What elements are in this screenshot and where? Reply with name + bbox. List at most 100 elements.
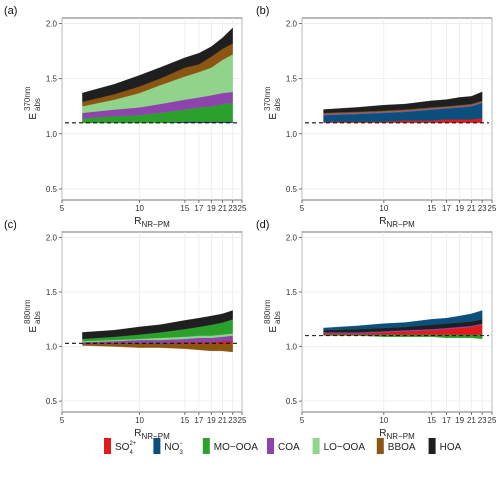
- legend-label: LO−OOA: [324, 442, 366, 453]
- panel-c: 5 10 15 17 19 21 23 25 0.5 1.0 1.5 2.0 RNR−PM E 880nm a…: [4, 219, 247, 441]
- area-no3: [323, 310, 483, 331]
- area-hoa: [323, 91, 483, 114]
- svg-text:880nm: 880nm: [23, 299, 32, 324]
- x-tick-label: 17: [442, 204, 451, 213]
- x-tick-label: 15: [427, 416, 436, 425]
- svg-text:abs: abs: [33, 98, 42, 111]
- x-tick-label: 10: [379, 416, 388, 425]
- y-axis-label: E 370nm abs: [263, 86, 282, 119]
- y-tick-label: 1.0: [286, 130, 298, 139]
- legend-swatch: [202, 438, 210, 454]
- x-tick-label: 15: [180, 416, 189, 425]
- x-tick-label: 23: [478, 204, 487, 213]
- y-tick-label: 2.0: [286, 233, 298, 242]
- x-tick-label: 15: [180, 204, 189, 213]
- y-tick-label: 2.0: [46, 20, 58, 29]
- y-axis-label: E 880nm abs: [23, 299, 42, 332]
- x-tick-label: 17: [194, 204, 203, 213]
- y-axis-label: E 370nm abs: [23, 86, 42, 119]
- panel-a: 5 10 15 17 19 21 23 25 0.5 1.0 1.5 2.0 RNR−PM E 370nm a…: [4, 5, 247, 229]
- panel-label: (a): [4, 5, 17, 17]
- x-tick-label: 15: [427, 204, 436, 213]
- x-tick-label: 10: [379, 204, 388, 213]
- x-tick-label: 5: [300, 416, 305, 425]
- x-tick-label: 23: [228, 204, 237, 213]
- panel-d: 5 10 15 17 19 21 23 25 0.5 1.0 1.5 2.0 RNR−PM E 880nm a…: [256, 219, 497, 441]
- x-axis-label: RNR−PM: [379, 216, 415, 229]
- x-tick-label: 19: [455, 204, 464, 213]
- svg-text:370nm: 370nm: [263, 86, 272, 111]
- y-tick-label: 2.0: [46, 233, 58, 242]
- y-tick-label: 2.0: [286, 20, 298, 29]
- x-tick-label: 5: [60, 204, 65, 213]
- y-tick-label: 1.5: [46, 75, 58, 84]
- legend-label: SO2+ 4: [115, 441, 137, 456]
- x-axis-label: RNR−PM: [134, 428, 170, 441]
- area-hoa: [82, 310, 233, 340]
- x-tick-label: 5: [300, 204, 305, 213]
- y-tick-label: 1.5: [286, 288, 298, 297]
- y-tick-label: 0.5: [46, 185, 58, 194]
- y-tick-label: 0.5: [286, 185, 298, 194]
- y-tick-label: 1.5: [46, 288, 58, 297]
- legend-label: HOA: [440, 442, 462, 453]
- panel-label: (d): [256, 219, 269, 231]
- svg-text:E: E: [28, 326, 39, 333]
- y-tick-label: 1.0: [286, 343, 298, 352]
- legend-swatch: [104, 438, 111, 454]
- legend: SO2+ 4 NO− 3 MO−OOA COA LO−OOA BBOA HOA: [104, 438, 462, 456]
- legend-item-so4: SO2+ 4: [104, 438, 137, 456]
- legend-swatch: [312, 438, 320, 454]
- svg-text:abs: abs: [273, 98, 282, 111]
- y-tick-label: 0.5: [46, 397, 58, 406]
- y-tick-label: 1.0: [46, 343, 58, 352]
- legend-label: COA: [278, 442, 300, 453]
- legend-item-mo: MO−OOA: [202, 438, 259, 454]
- legend-swatch: [428, 438, 436, 454]
- x-axis-label: RNR−PM: [379, 428, 415, 441]
- y-tick-label: 0.5: [286, 397, 298, 406]
- x-tick-label: 21: [218, 204, 227, 213]
- x-tick-label: 19: [207, 416, 216, 425]
- svg-text:abs: abs: [273, 311, 282, 324]
- x-tick-label: 25: [488, 204, 497, 213]
- legend-label: BBOA: [388, 442, 416, 453]
- x-tick-label: 23: [478, 416, 487, 425]
- svg-text:E: E: [268, 113, 279, 120]
- panel-b: 5 10 15 17 19 21 23 25 0.5 1.0 1.5 2.0 RNR−PM E 370nm a…: [256, 5, 497, 229]
- x-tick-label: 23: [228, 416, 237, 425]
- legend-label: MO−OOA: [214, 442, 259, 453]
- legend-item-bboa: BBOA: [376, 438, 416, 454]
- x-tick-label: 21: [218, 416, 227, 425]
- x-tick-label: 5: [60, 416, 65, 425]
- x-tick-label: 10: [135, 204, 144, 213]
- legend-swatch: [153, 438, 161, 454]
- y-tick-label: 1.5: [286, 75, 298, 84]
- x-tick-label: 17: [442, 416, 451, 425]
- legend-swatch: [376, 438, 384, 454]
- x-tick-label: 25: [238, 204, 247, 213]
- x-tick-label: 10: [135, 416, 144, 425]
- x-tick-label: 19: [455, 416, 464, 425]
- svg-text:abs: abs: [33, 311, 42, 324]
- legend-item-hoa: HOA: [428, 438, 462, 454]
- x-tick-label: 21: [467, 204, 476, 213]
- svg-text:E: E: [28, 113, 39, 120]
- svg-text:370nm: 370nm: [23, 86, 32, 111]
- x-tick-label: 19: [207, 204, 216, 213]
- y-tick-label: 1.0: [46, 130, 58, 139]
- area-hoa: [82, 27, 233, 103]
- legend-item-coa: COA: [267, 438, 300, 454]
- x-tick-label: 25: [238, 416, 247, 425]
- y-axis-label: E 880nm abs: [263, 299, 282, 332]
- panel-label: (b): [256, 5, 269, 17]
- x-axis-label: RNR−PM: [134, 216, 170, 229]
- legend-label: NO− 3: [164, 441, 183, 456]
- x-tick-label: 25: [488, 416, 497, 425]
- svg-text:880nm: 880nm: [263, 299, 272, 324]
- x-tick-label: 21: [467, 416, 476, 425]
- legend-swatch: [267, 438, 274, 454]
- svg-text:E: E: [268, 326, 279, 333]
- panel-label: (c): [4, 219, 17, 231]
